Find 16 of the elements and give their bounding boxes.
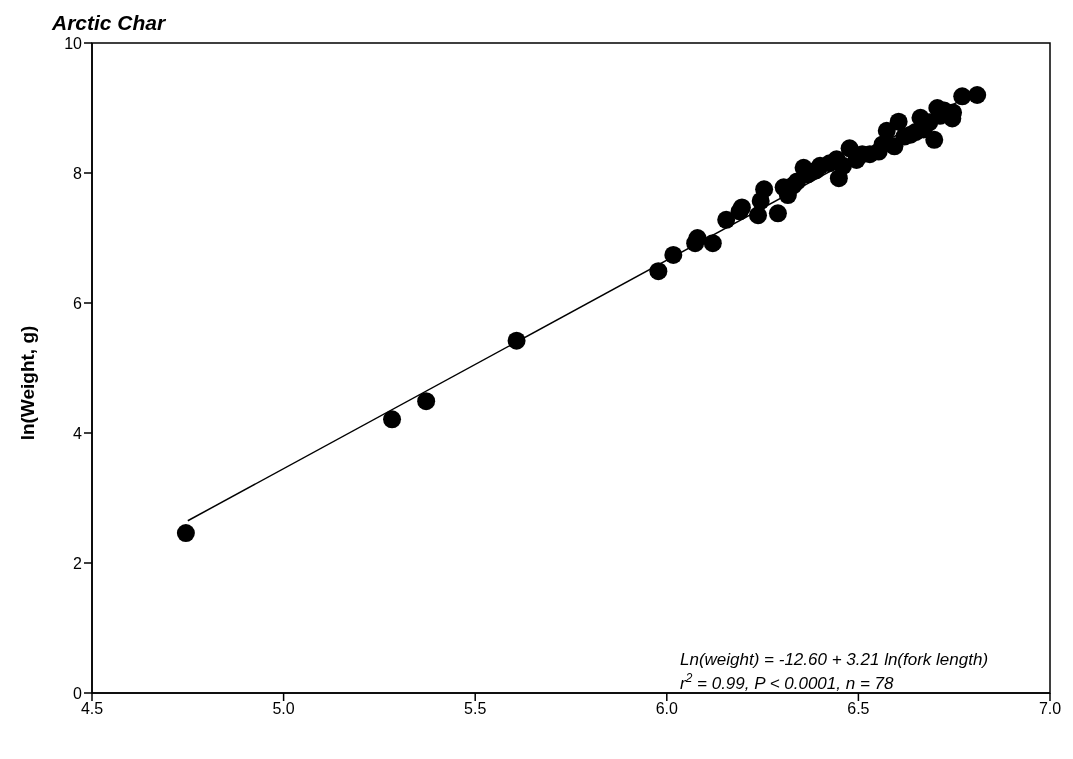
annotation: Ln(weight) = -12.60 + 3.21 ln(fork length)	[680, 650, 989, 669]
x-tick-label: 5.5	[464, 700, 487, 718]
x-tick-label: 6.5	[847, 700, 870, 718]
y-tick-label: 6	[73, 294, 83, 312]
x-tick-label: 4.5	[80, 700, 104, 718]
y-tick-label: 10	[64, 34, 83, 52]
y-tick-label: 2	[73, 554, 83, 572]
y-axis-title: ln(Weight, g)	[17, 325, 38, 441]
y-tick-label: 0	[73, 684, 83, 702]
x-tick-label: 5.0	[272, 700, 295, 718]
y-tick-label: 4	[73, 424, 83, 442]
chart-title: Arctic Char	[51, 11, 168, 34]
x-tick-label: 6.0	[655, 700, 679, 718]
annotation: r$^{2}$ = 0.99, P < 0.0001, n = 78	[680, 671, 895, 693]
y-tick-label: 8	[73, 164, 83, 182]
x-tick-label: 7.0	[1038, 700, 1062, 718]
